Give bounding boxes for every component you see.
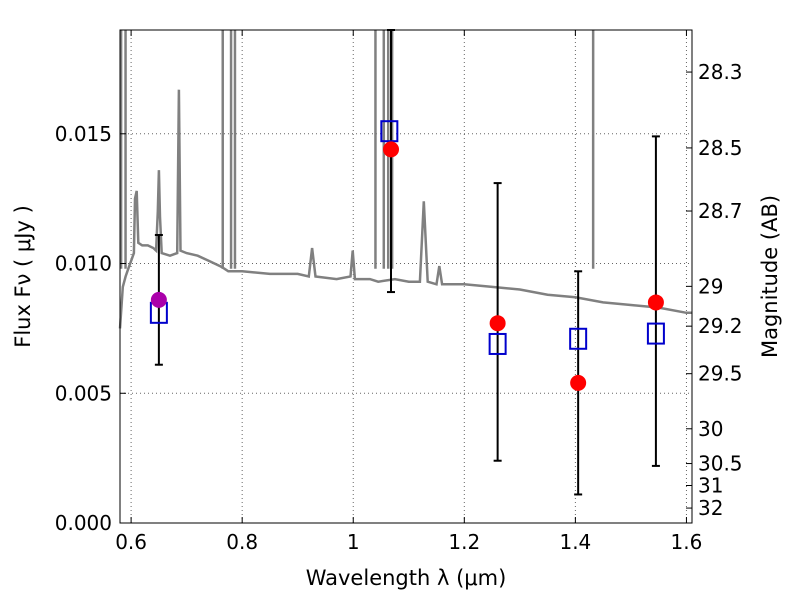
- observed-point: [150, 291, 167, 308]
- y2-tick-label: 32: [698, 496, 723, 520]
- x-tick-label: 0.8: [226, 530, 258, 554]
- y-tick-label: 0.015: [55, 122, 112, 146]
- y-tick-label: 0.010: [55, 252, 112, 276]
- points-layer: [150, 141, 664, 391]
- y2-tick-label: 29.5: [698, 362, 743, 386]
- x-tick-label: 1.4: [559, 530, 591, 554]
- ticks-layer: [120, 30, 692, 524]
- model-band-square: [646, 322, 665, 345]
- x-tick-label: 1: [347, 530, 360, 554]
- x-axis-label: Wavelength λ (μm): [306, 566, 507, 590]
- model-band-square: [488, 332, 507, 355]
- x-tick-label: 1.6: [671, 530, 703, 554]
- spectrum-layer: [118, 30, 692, 329]
- y2-tick-label: 29: [698, 274, 723, 298]
- y2-tick-label: 30.5: [698, 452, 743, 476]
- observed-point: [383, 141, 400, 158]
- y2-tick-label: 30: [698, 417, 723, 441]
- y2-tick-label: 28.3: [698, 60, 743, 84]
- labels-layer: 0.6 0.8 1 1.2 1.4 1.6 0.000 0.005 0.010 0.015 28.3…: [11, 60, 782, 590]
- y2-axis-label: Magnitude (AB): [758, 195, 782, 358]
- observed-point: [647, 294, 664, 311]
- y2-tick-label: 28.7: [698, 199, 743, 223]
- grid-layer: [120, 30, 692, 524]
- observed-point: [570, 374, 587, 391]
- y2-tick-label: 31: [698, 473, 723, 497]
- x-tick-label: 1.2: [448, 530, 480, 554]
- y-axis-label: Flux Fν ( μJy ): [11, 205, 35, 348]
- y2-tick-label: 29.2: [698, 314, 743, 338]
- observed-point: [489, 315, 506, 332]
- y-tick-label: 0.005: [55, 381, 112, 405]
- model-spectrum-line: [118, 89, 692, 329]
- y2-tick-label: 28.5: [698, 136, 743, 160]
- errorbar-layer: [154, 29, 660, 496]
- model-layer: [149, 120, 665, 355]
- x-tick-label: 0.6: [115, 530, 147, 554]
- model-band-square: [380, 120, 399, 143]
- plot-frame: [119, 29, 693, 524]
- model-band-square: [569, 327, 588, 350]
- y-tick-label: 0.000: [55, 511, 112, 535]
